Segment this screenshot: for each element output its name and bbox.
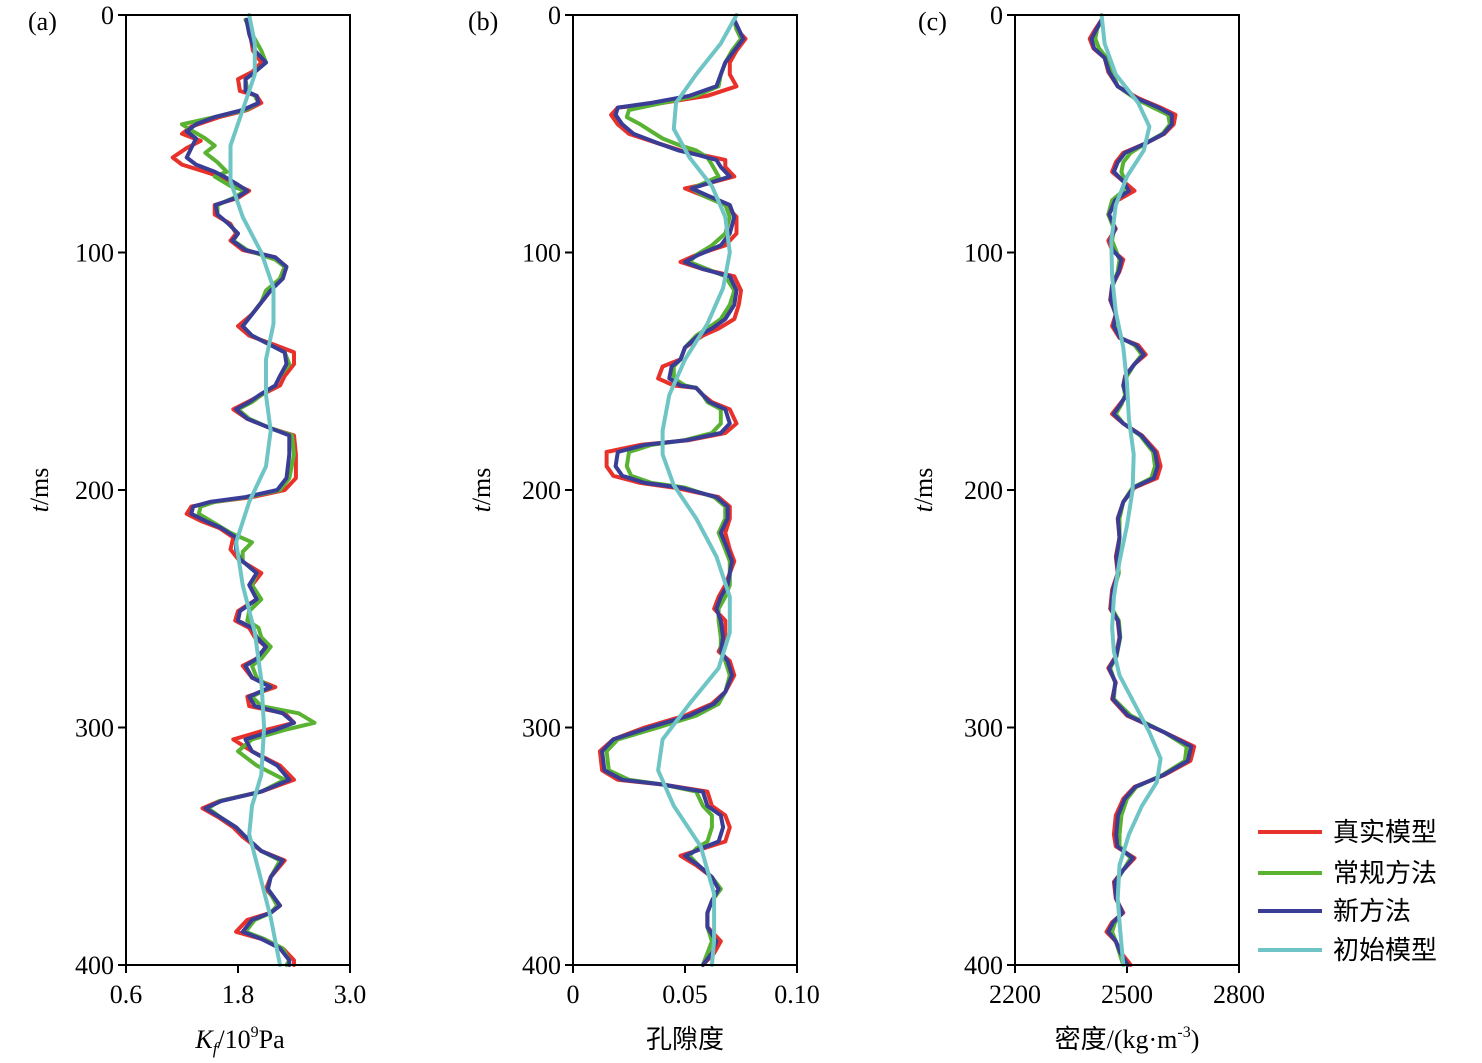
panel-a-ytick-label-2: 200 — [75, 476, 114, 505]
panel-c-xlabel: 密度/(kg·m-3) — [1055, 1024, 1200, 1054]
panel-c-xtick-label-2: 2800 — [1213, 980, 1265, 1009]
panel-b-xlabel: 孔隙度 — [646, 1025, 724, 1054]
legend-label-0: 真实模型 — [1333, 818, 1437, 847]
panel-b-xtick-label-2: 0.10 — [774, 980, 820, 1009]
panel-a-ytick-label-4: 400 — [75, 951, 114, 980]
panel-a-series-3 — [228, 13, 282, 967]
panel-c-ytick-label-2: 200 — [964, 476, 1003, 505]
panel-a-series-1 — [180, 17, 317, 967]
panel-c-ytick-label-1: 100 — [964, 239, 1003, 268]
panel-b-xtick-label-1: 0.05 — [662, 980, 708, 1009]
panel-c-ylabel: t/ms — [909, 468, 938, 513]
panel-b-label: (b) — [468, 7, 498, 36]
panel-b-series-3 — [656, 13, 739, 967]
panel-c-series-1 — [1093, 17, 1189, 967]
panel-c-series-0 — [1087, 17, 1197, 967]
panel-a-ytick-label-1: 100 — [75, 239, 114, 268]
panel-c-frame — [1014, 14, 1240, 966]
panel-b-frame — [572, 14, 798, 966]
panel-c-ytick-label-0: 0 — [990, 1, 1003, 30]
panel-b-ylabel: t/ms — [467, 468, 496, 513]
legend-label-2: 新方法 — [1333, 897, 1411, 926]
panel-a-ytick-label-0: 0 — [101, 1, 114, 30]
panel-c-series — [1087, 13, 1197, 967]
panel-a-xlabel: Kf/109Pa — [194, 1024, 285, 1058]
panel-b-series-2 — [600, 17, 746, 967]
panel-a-frame — [125, 14, 351, 966]
panel-a-series — [170, 13, 317, 967]
legend-label-1: 常规方法 — [1333, 859, 1437, 888]
legend-label-3: 初始模型 — [1333, 936, 1437, 965]
panel-a-ylabel: t/ms — [25, 468, 54, 513]
panel-b-xtick-label-0: 0 — [567, 980, 580, 1009]
panel-b-ytick-label-0: 0 — [548, 1, 561, 30]
panel-c-ytick-label-4: 400 — [964, 951, 1003, 980]
panel-b-series — [597, 13, 748, 967]
panel-b-ytick-label-4: 400 — [522, 951, 561, 980]
panel-c-xtick-label-0: 2200 — [989, 980, 1041, 1009]
legend: 真实模型 常规方法 新方法 初始模型 — [1258, 818, 1437, 965]
panel-c-label: (c) — [918, 7, 947, 36]
panel-b-ytick-label-1: 100 — [522, 239, 561, 268]
panel-b-ytick-label-2: 200 — [522, 476, 561, 505]
panel-a-label: (a) — [28, 7, 57, 36]
panel-c-series-3 — [1099, 13, 1163, 967]
panel-a-xtick-label-2: 3.0 — [334, 980, 367, 1009]
panel-a-xtick-label-0: 0.6 — [110, 980, 143, 1009]
panel-c-series-2 — [1089, 17, 1194, 967]
panel-a-series-2 — [184, 17, 296, 967]
panel-a-xtick-label-1: 1.8 — [222, 980, 255, 1009]
panel-c-xtick-label-1: 2500 — [1101, 980, 1153, 1009]
panel-c-ytick-label-3: 300 — [964, 714, 1003, 743]
panel-b-ytick-label-3: 300 — [522, 714, 561, 743]
panel-a-ytick-label-3: 300 — [75, 714, 114, 743]
